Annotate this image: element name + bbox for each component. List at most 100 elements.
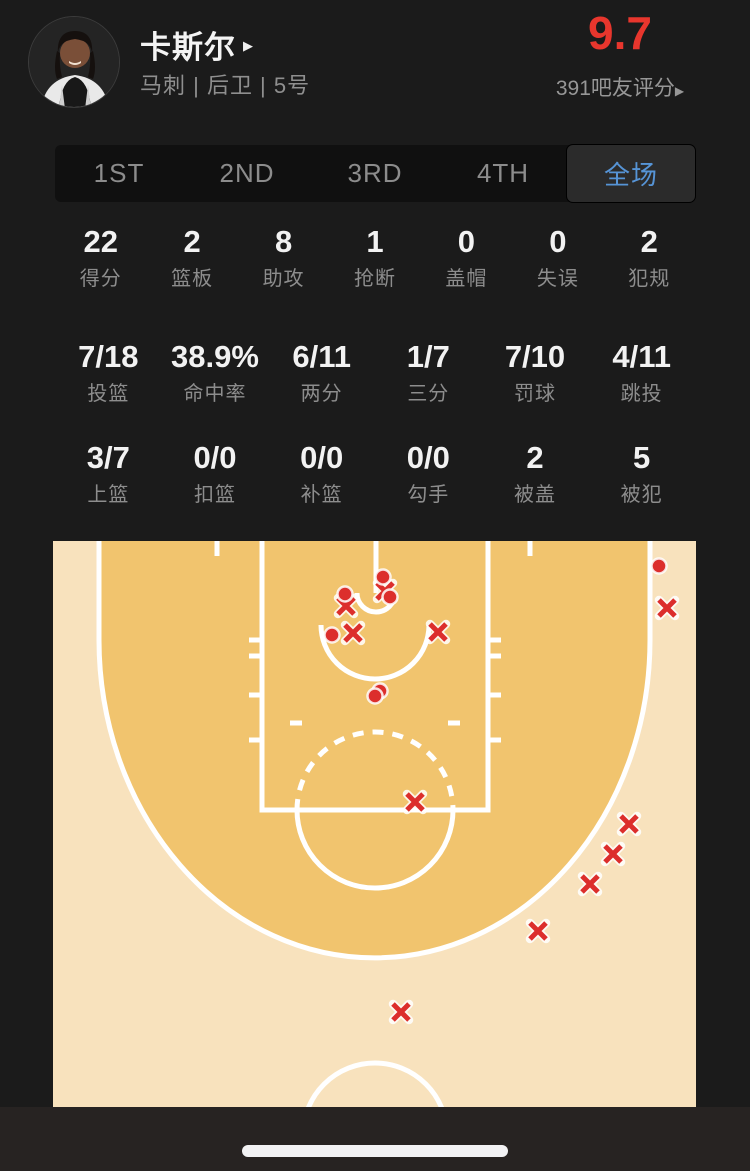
shot-chart-court [53, 541, 696, 1171]
miss-marker [525, 918, 551, 944]
miss-marker [340, 620, 366, 646]
player-name-row[interactable]: 卡斯尔 ▶ [140, 22, 253, 67]
stat-label: 扣篮 [193, 484, 236, 506]
make-marker [323, 626, 341, 644]
stat-value: 0 [549, 224, 567, 259]
player-photo [29, 17, 119, 107]
stat-label: 勾手 [407, 484, 450, 506]
baseline-ticks [214, 541, 533, 556]
stat-label: 两分 [300, 383, 343, 405]
shot-chart [53, 541, 696, 1171]
stat-blocks: 0 盖帽 [421, 224, 512, 292]
court-lines [96, 541, 653, 1171]
stat-fg-percent: 38.9% 命中率 [162, 339, 269, 407]
stat-value: 8 [274, 224, 293, 259]
stat-value: 0 [457, 224, 476, 259]
miss-marker [388, 999, 414, 1025]
make-marker [650, 557, 668, 575]
stat-value: 4/11 [612, 339, 671, 374]
stat-label: 助攻 [262, 268, 305, 290]
shot-markers [323, 557, 680, 1025]
rating-chevron-icon: ▶ [674, 84, 685, 98]
rating-label: 391吧友评分▶ [530, 72, 710, 102]
stat-value: 0/0 [300, 440, 344, 475]
stats-row-basic: 22 得分 2 篮板 8 助攻 1 抢断 0 盖帽 0 失误 2 犯规 [55, 224, 695, 292]
stat-two-pointers: 6/11 两分 [268, 339, 375, 407]
home-indicator[interactable] [242, 1145, 508, 1157]
stat-layups: 3/7 上篮 [55, 440, 162, 508]
stat-label: 盖帽 [445, 268, 488, 290]
player-name: 卡斯尔 [140, 30, 236, 65]
stat-fouls: 2 犯规 [604, 224, 695, 292]
stat-label: 抢断 [353, 268, 396, 290]
bottom-bar [0, 1107, 750, 1171]
stat-value: 2 [526, 440, 544, 475]
stat-fouled-on: 5 被犯 [588, 440, 695, 508]
court-inner-area [99, 541, 650, 958]
miss-marker [616, 811, 642, 837]
player-avatar[interactable] [28, 16, 120, 108]
rating-label-text: 391吧友评分 [555, 77, 675, 100]
make-marker [381, 588, 399, 606]
stat-value: 0/0 [193, 440, 237, 475]
stat-label: 投篮 [87, 383, 130, 405]
stats-row-shot-types: 3/7 上篮 0/0 扣篮 0/0 补篮 0/0 勾手 2 被盖 5 被犯 [55, 440, 695, 508]
free-throw-circle-dashed [294, 729, 456, 811]
stat-label: 上篮 [87, 484, 130, 506]
stat-value: 2 [183, 224, 201, 259]
stat-steals: 1 抢断 [329, 224, 420, 292]
stat-value: 7/10 [504, 339, 566, 374]
stat-points: 22 得分 [55, 224, 146, 292]
make-marker [366, 687, 384, 705]
stat-label: 罚球 [513, 383, 556, 405]
stat-hooks: 0/0 勾手 [375, 440, 482, 508]
three-point-line [96, 541, 653, 961]
stat-value: 5 [633, 440, 651, 475]
tab-4th[interactable]: 4TH [476, 158, 530, 188]
stat-label: 被犯 [620, 484, 663, 506]
stat-value: 2 [640, 224, 658, 259]
stat-label: 失误 [536, 268, 579, 290]
name-chevron-icon: ▶ [243, 38, 253, 53]
stats-row-shooting: 7/18 投篮 38.9% 命中率 6/11 两分 1/7 三分 7/10 罚球… [55, 339, 695, 407]
rating-block[interactable]: 9.7 391吧友评分▶ [530, 8, 710, 102]
stat-value: 1/7 [406, 339, 450, 374]
stat-label: 命中率 [183, 383, 247, 405]
make-marker [374, 568, 392, 586]
stat-value: 1 [366, 224, 384, 259]
lane-hashes-left [249, 637, 262, 743]
miss-marker [425, 619, 451, 645]
stat-value: 6/11 [292, 339, 351, 374]
stat-label: 补篮 [300, 484, 343, 506]
lane-hashes-right [488, 637, 501, 743]
rating-value: 9.7 [588, 7, 652, 59]
stat-free-throws: 7/10 罚球 [482, 339, 589, 407]
stat-rebounds: 2 篮板 [146, 224, 237, 292]
miss-marker [577, 871, 603, 897]
stat-jump-shots: 4/11 跳投 [588, 339, 695, 407]
miss-marker [402, 789, 428, 815]
team-position-number: 马刺 | 后卫 | 5号 [140, 73, 311, 98]
free-throw-circle-solid [294, 809, 456, 891]
stat-value: 7/18 [78, 339, 139, 374]
stat-label: 得分 [79, 268, 122, 290]
make-marker [336, 585, 354, 603]
stat-field-goals: 7/18 投篮 [55, 339, 162, 407]
stat-label: 跳投 [620, 383, 663, 405]
stat-label: 篮板 [171, 268, 214, 290]
stat-value: 22 [83, 224, 118, 259]
stat-three-pointers: 1/7 三分 [375, 339, 482, 407]
stat-label: 被盖 [513, 484, 556, 506]
miss-marker [654, 595, 680, 621]
tab-2nd[interactable]: 2ND [219, 158, 275, 188]
restricted-area-arc [318, 624, 432, 682]
stat-value: 0/0 [406, 440, 450, 475]
stat-label: 犯规 [628, 268, 671, 290]
stat-turnovers: 0 失误 [512, 224, 603, 292]
stat-shots-blocked: 2 被盖 [482, 440, 589, 508]
tab-1st[interactable]: 1ST [93, 158, 145, 188]
tab-full-game[interactable]: 全场 [567, 145, 695, 202]
stat-putbacks: 0/0 补篮 [268, 440, 375, 508]
tab-3rd[interactable]: 3RD [347, 158, 403, 188]
